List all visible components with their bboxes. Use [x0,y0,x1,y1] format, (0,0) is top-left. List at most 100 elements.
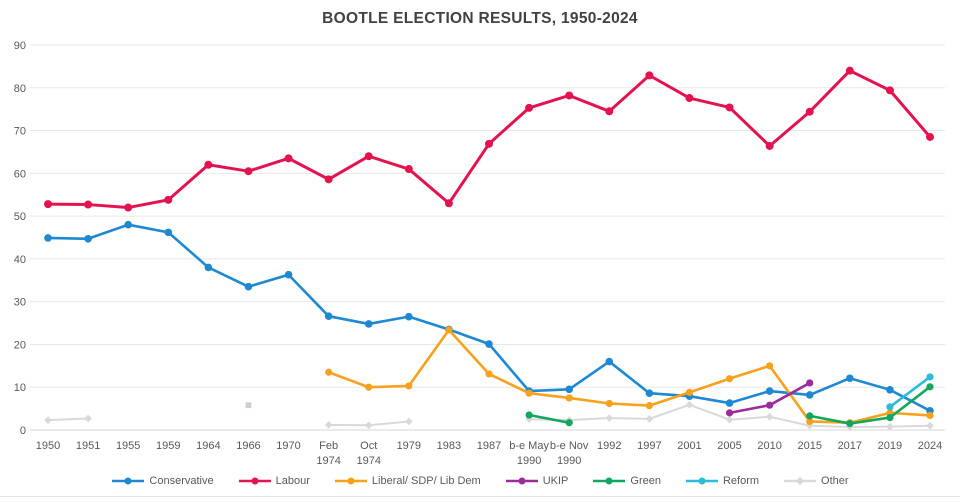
x-tick-label: 1955 [116,440,140,452]
y-tick-label-50: 50 [14,211,26,223]
liberal-point-2010 [766,362,774,370]
legend-item-liberal: Liberal/ SDP/ Lib Dem [334,475,481,487]
conservative-point-2005 [725,399,734,407]
labour-point-1970 [284,154,293,163]
labour-line [46,69,932,210]
legend-label-green: Green [630,475,661,487]
series-green [525,383,934,428]
conservative-point-2019 [886,385,894,394]
labour-point-1966 [244,167,253,176]
ukip-point-2015 [806,379,814,387]
labour-point-2019 [885,86,894,95]
labour-point-1983 [444,199,453,208]
other-line [47,417,90,422]
other-point-1950 [44,416,52,424]
liberal-point-Oct-1974 [365,383,373,391]
x-tick-label: 1950 [36,440,60,452]
y-tick-label-30: 30 [14,297,26,309]
legend-item-reform: Reform [685,475,759,487]
reform-point-2024 [926,373,934,381]
labour-point-2024 [926,132,934,141]
liberal-point-1997 [645,402,653,410]
x-tick-label: 1959 [156,440,180,452]
conservative-point-1951 [84,234,92,243]
labour-point-2015 [805,107,814,116]
x-tick-label: 1951 [76,440,100,452]
x-tick-label: 2015 [797,440,821,452]
x-tick-label: 1966 [236,440,260,452]
conservative-point-2017 [846,374,854,383]
legend-item-ukip: UKIP [505,475,568,487]
legend-marker-ukip [505,477,538,485]
x-tick-label: 2005 [717,440,741,452]
green-line [808,385,932,425]
labour-point-1987 [485,139,493,148]
legend-label-labour: Labour [275,475,310,487]
labour-point-1979 [404,165,413,174]
legend-label-conservative: Conservative [149,475,214,487]
legend-label-other: Other [821,475,849,487]
conservative-point-1992 [605,357,614,366]
conservative-point-1997 [645,389,654,398]
labour-point-1992 [605,107,614,116]
conservative-point-1987 [485,340,493,348]
other-point-1966 [245,402,252,409]
conservative-point-2010 [765,387,774,395]
liberal-point-1983 [445,326,453,334]
conservative-point-Oct-1974 [364,320,373,328]
conservative-point-1964 [204,263,213,272]
labour-point-2005 [725,103,734,112]
green-point-b-e-May-1990 [525,411,533,419]
y-tick-label-60: 60 [14,168,26,180]
x-tick-label: Oct 1974 [356,440,380,467]
x-tick-label: 1987 [477,440,501,452]
conservative-point-1955 [124,220,132,229]
other-point-2024 [926,421,934,430]
y-tick-label-90: 90 [14,40,26,52]
ukip-point-2010 [766,401,774,409]
y-tick-label-20: 20 [14,339,26,351]
labour-point-1951 [84,200,93,209]
liberal-point-2015 [806,417,814,426]
other-point-1979 [404,417,413,426]
y-tick-label-0: 0 [20,425,26,437]
labour-point-2001 [685,94,694,103]
green-point-2019 [886,413,894,422]
y-tick-label-10: 10 [14,382,26,394]
x-tick-label: 2017 [838,440,862,452]
x-tick-label: 2024 [918,440,942,452]
x-tick-label: 1964 [196,440,220,452]
legend-item-labour: Labour [238,475,310,487]
chart-title: BOOTLE ELECTION RESULTS, 1950-2024 [322,10,638,27]
liberal-point-2001 [685,388,694,396]
series-conservative [44,220,934,415]
x-tick-label: b-e Nov 1990 [550,440,589,467]
other-point-2010 [765,412,774,421]
legend-marker-labour [238,477,271,485]
other-point-2019 [886,422,894,431]
labour-point-1959 [164,195,173,204]
legend-label-reform: Reform [722,475,760,487]
conservative-line [46,223,932,413]
x-tick-label: 2010 [757,440,781,452]
other-point-Oct-1974 [364,421,373,430]
labour-point-1997 [645,71,654,80]
legend-marker-conservative [112,477,145,485]
liberal-point-2024 [926,411,934,420]
x-tick-label: 1997 [637,440,661,452]
reform-point-2019 [886,403,894,411]
series-labour [44,66,934,212]
conservative-point-1959 [164,228,173,237]
liberal-point-b-e-May-1990 [525,389,533,397]
liberal-line [327,328,932,425]
green-point-b-e-Nov-1990 [565,419,573,427]
x-tick-label: b-e May 1990 [509,440,549,467]
series-reform [886,373,934,411]
series-ukip [725,379,814,417]
labour-point-1950 [44,200,52,209]
other-point-Feb-1974 [324,421,333,429]
liberal-point-1979 [405,382,413,390]
y-tick-label-70: 70 [14,126,26,138]
liberal-point-2005 [725,375,734,383]
